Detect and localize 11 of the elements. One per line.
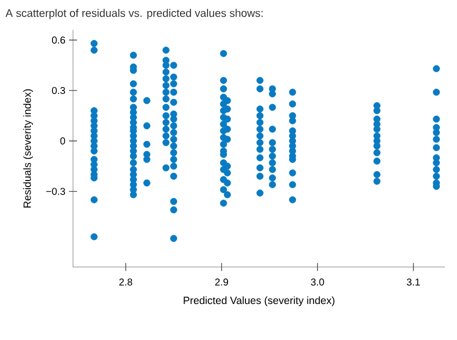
y-tick-label: 0.3 (52, 86, 66, 94)
y-axis-title: Residuals (severity index) (23, 89, 33, 208)
x-tick-label: 2.9 (215, 278, 228, 286)
x-tick-label: 2.8 (119, 278, 132, 286)
x-axis-title: Predicted Values (severity index) (184, 296, 334, 306)
y-tick-label: 0 (60, 137, 66, 144)
x-tick-label: 3.1 (406, 278, 420, 286)
x-tick-label: 3.0 (310, 278, 324, 286)
y-tick-label: 0.6 (52, 36, 66, 44)
y-tick-label: −0.3 (46, 188, 66, 195)
chart-title: A scatterplot of residuals vs. predicted values shows: (6, 8, 263, 20)
